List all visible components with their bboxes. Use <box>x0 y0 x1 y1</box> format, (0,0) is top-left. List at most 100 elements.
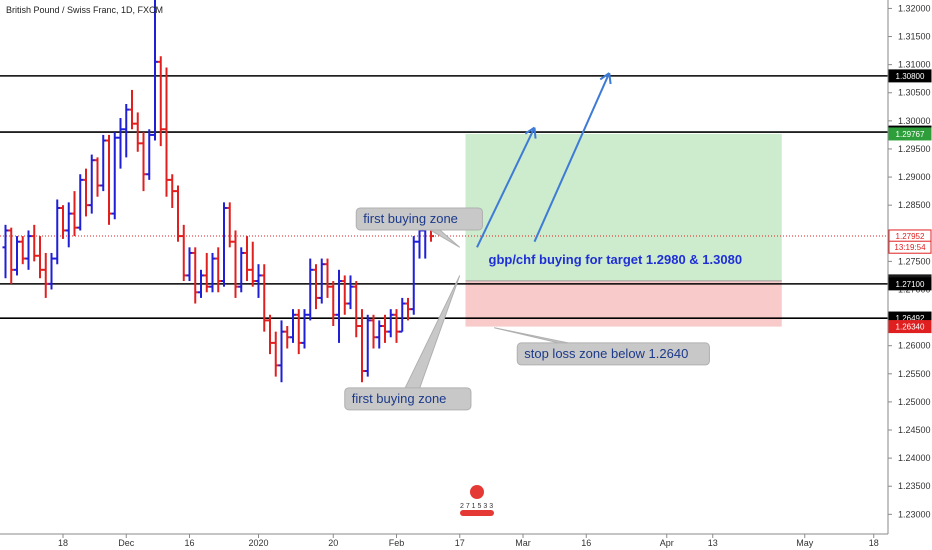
ohlc-bar <box>106 134 112 225</box>
zones-layer <box>465 133 782 327</box>
stop-zone <box>465 280 782 327</box>
price-tag-box <box>888 240 932 254</box>
ohlc-bar <box>353 281 360 338</box>
arrow-head <box>533 127 537 139</box>
price-tag-label: 1.27952 <box>896 232 925 241</box>
ohlc-bars-layer <box>2 0 434 383</box>
ohlc-bar <box>8 227 15 284</box>
y-tick-label: 1.26000 <box>898 341 931 351</box>
ohlc-bar <box>186 247 193 282</box>
ohlc-bar <box>100 134 107 192</box>
callout-text: stop loss zone below 1.2640 <box>524 346 688 361</box>
logo-digits: 2 7 1 5 3 3 <box>460 503 493 510</box>
ohlc-bar <box>169 174 176 208</box>
target-zone <box>465 133 782 281</box>
price-tag-label: 1.27100 <box>896 280 925 289</box>
price-tag-label: 1.30800 <box>896 72 925 81</box>
y-tick-label: 1.32000 <box>898 3 931 13</box>
ohlc-bar <box>2 224 9 279</box>
x-tick-label: 2020 <box>248 538 268 548</box>
ohlc-bar <box>249 241 256 287</box>
ohlc-bar <box>272 331 279 377</box>
arrow-head <box>599 72 610 81</box>
y-tick-label: 1.29000 <box>898 172 931 182</box>
x-tick-label: 18 <box>869 538 879 548</box>
price-tag: 13:19:54 <box>888 240 932 254</box>
price-tag-box <box>888 277 932 291</box>
chart-title: British Pound / Swiss Franc, 1D, FXCM <box>6 5 163 15</box>
price-tag: 1.26340 <box>888 320 932 334</box>
ohlc-bar <box>238 247 245 293</box>
ohlc-bar <box>37 236 43 279</box>
ohlc-bar <box>324 258 331 298</box>
ohlc-bar <box>405 297 411 321</box>
ohlc-bar <box>364 314 371 377</box>
trend-arrow <box>533 72 611 243</box>
ohlc-bar <box>295 309 302 355</box>
ohlc-bar <box>111 132 118 220</box>
ohlc-bar <box>192 247 199 304</box>
ohlc-bar <box>14 236 20 276</box>
price-tag: 1.27100 <box>888 277 932 291</box>
ohlc-bar <box>387 309 394 338</box>
y-tick-label: 1.27500 <box>898 256 931 266</box>
price-tag-label: 1.29767 <box>896 130 925 139</box>
ohlc-bar <box>94 157 101 197</box>
x-tick-label: 16 <box>184 538 194 548</box>
ohlc-bar <box>146 129 153 180</box>
x-tick-label: 20 <box>328 538 338 548</box>
price-tag: 1.27952 <box>888 229 932 243</box>
ohlc-bar <box>226 202 233 248</box>
ohlc-bar <box>284 326 291 349</box>
ohlc-bar <box>203 252 210 293</box>
ohlc-bar <box>163 67 170 197</box>
x-tick-label: May <box>796 538 814 548</box>
x-tick-label: 17 <box>455 538 465 548</box>
ohlc-bar <box>157 56 164 147</box>
price-axis[interactable]: 1.23000 1.23500 1.24000 1.24500 1.25000 1.255… <box>888 3 931 519</box>
ohlc-bar <box>382 314 388 343</box>
ohlc-bar <box>359 309 365 383</box>
arrows-layer <box>476 72 612 248</box>
price-tag-box <box>888 127 932 141</box>
price-tag: 1.29767 <box>888 127 932 141</box>
ohlc-bar <box>267 314 273 355</box>
ohlc-bar <box>175 185 181 242</box>
y-tick-label: 1.31000 <box>898 60 931 70</box>
y-tick-label: 1.28500 <box>898 200 931 210</box>
price-tag-label: 13:19:54 <box>894 243 926 252</box>
ohlc-bar <box>341 275 348 315</box>
x-tick-label: Mar <box>515 538 531 548</box>
arrow-head <box>608 72 612 85</box>
ohlc-bar <box>129 89 135 130</box>
callout-text: first buying zone <box>352 391 447 406</box>
y-tick-label: 1.29500 <box>898 144 931 154</box>
y-tick-label: 1.30000 <box>898 116 931 126</box>
price-tags-layer: 1.308001.298001.297671.2795213:19:541.27… <box>888 69 932 334</box>
callout-pointer <box>399 275 461 400</box>
callout: stop loss zone below 1.2640 <box>494 327 710 366</box>
ohlc-bar <box>410 236 417 315</box>
time-axis[interactable]: 18 Dec 16 2020 20 Feb 17 Mar 16 Apr 13 May 18 <box>58 534 879 548</box>
ohlc-bar <box>313 264 319 310</box>
ohlc-bar <box>347 275 354 310</box>
y-tick-label: 1.24500 <box>898 425 931 435</box>
ohlc-bar <box>215 247 222 293</box>
ohlc-bar <box>261 264 268 332</box>
ohlc-bar <box>117 118 124 169</box>
ohlc-bar <box>65 202 72 248</box>
callout-text: first buying zone <box>363 211 458 226</box>
x-tick-label: Dec <box>118 538 135 548</box>
ohlc-bar <box>123 103 130 158</box>
logo-ribbon-icon <box>460 510 494 516</box>
callouts-layer: first buying zone first buying zone stop l… <box>344 207 742 411</box>
logo-badge-icon <box>470 485 484 499</box>
callout-box <box>355 207 483 231</box>
ohlc-bar <box>88 154 95 214</box>
price-tag-label: 1.26492 <box>896 314 925 323</box>
ohlc-bar <box>31 224 38 262</box>
ohlc-bar <box>376 320 383 349</box>
y-tick-label: 1.23500 <box>898 481 931 491</box>
y-tick-label: 1.23000 <box>898 509 931 519</box>
